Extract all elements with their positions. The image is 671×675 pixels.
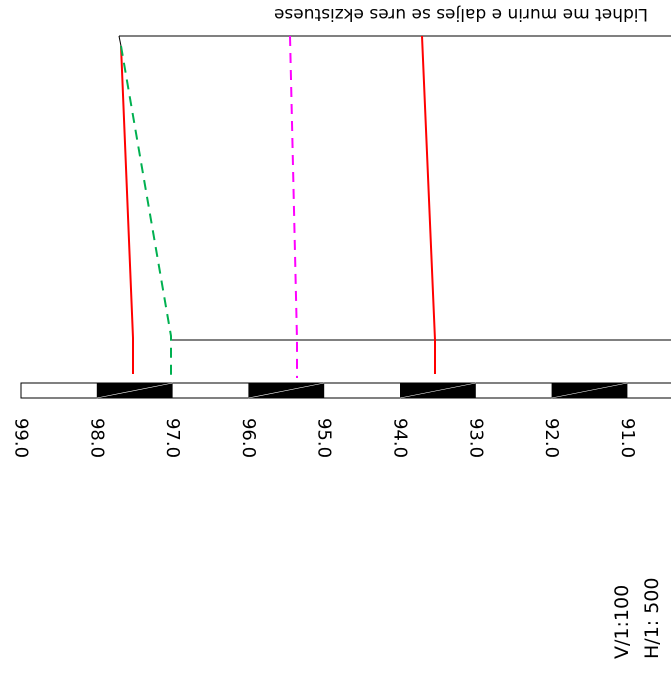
elevation-tick-label: 94.0: [390, 418, 411, 458]
scale-bar-diagonal: [248, 382, 325, 399]
elevation-tick-label: 92.0: [541, 418, 562, 458]
red-solid-profile-right: [421, 35, 436, 374]
elevation-tick-label: 97.0: [162, 418, 183, 458]
scale-bar-frame: [20, 382, 671, 399]
elevation-tick-label: 91.0: [617, 418, 638, 458]
elevation-tick-label: 93.0: [465, 418, 486, 458]
magenta-dashed-profile: [289, 35, 298, 378]
elevation-tick-label: 99.0: [11, 418, 32, 458]
scale-bar-diagonal: [551, 382, 628, 399]
red-solid-profile-left: [120, 45, 134, 374]
elevation-tick-labels: 99.0 98.0 97.0 96.0 95.0 94.0 93.0 92.0 91.0: [11, 418, 638, 458]
scale-bar-diagonal: [399, 382, 476, 399]
elevation-tick-label: 98.0: [86, 418, 107, 458]
elevation-tick-label: 96.0: [238, 418, 259, 458]
drawing-title: Lidhet me murin e daljes se ures ekzistu…: [274, 4, 648, 24]
scale-bar-diagonal: [96, 382, 173, 399]
horizontal-scale-note: H/1: 500: [641, 578, 663, 659]
green-dashed-profile: [120, 45, 172, 378]
elevation-scale-bar: [20, 382, 671, 399]
vertical-scale-note: V/1:100: [611, 585, 633, 659]
upper-vertical-line: [118, 35, 122, 47]
reference-lines: [118, 35, 671, 341]
elevation-tick-label: 95.0: [314, 418, 335, 458]
